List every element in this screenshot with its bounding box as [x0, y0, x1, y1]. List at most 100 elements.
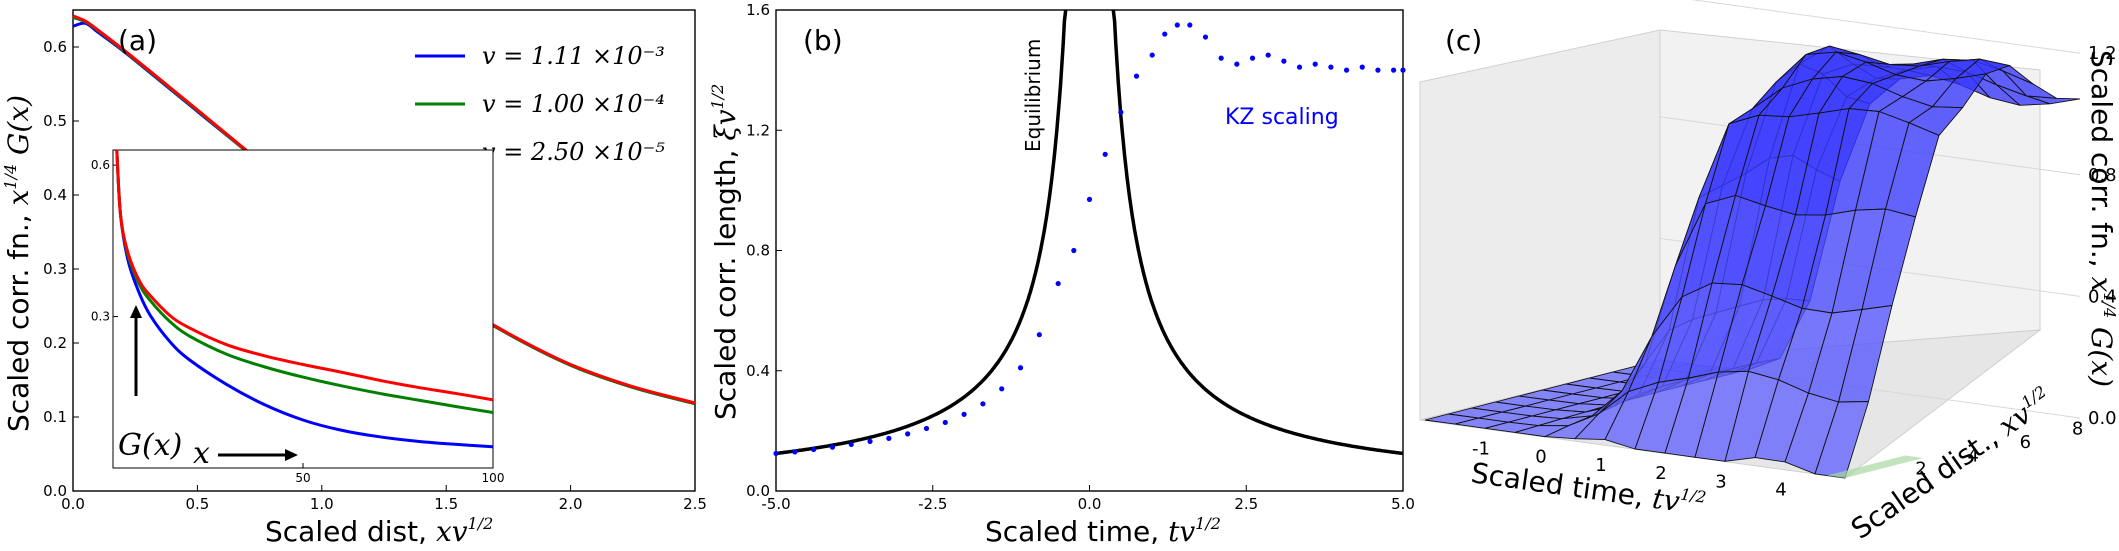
panel-b-frame — [775, 9, 1404, 492]
kz-point — [1055, 280, 1061, 287]
panel-b-xtick-label: 2.5 — [1234, 495, 1258, 513]
kz-point — [905, 431, 911, 437]
panel-a-ticks: 0.0 0.5 1.0 1.5 2.0 2.5 0.0 0.1 0.2 0.3 0.4 0.5 0.6 — [43, 38, 707, 513]
kz-point — [1265, 52, 1271, 58]
panel-b: -5.0 -2.5 0.0 2.5 5.0 0.0 0.4 0.8 1.2 1.6 (b) Equ… — [708, 1, 1415, 548]
kz-point — [1234, 61, 1240, 67]
panel-b-lines — [773, 9, 1406, 457]
kz-point — [1133, 73, 1140, 79]
kz-point — [1296, 64, 1303, 70]
kz-point — [1149, 52, 1155, 58]
panel-a: 0.0 0.5 1.0 1.5 2.0 2.50.00.10.20.30.40.50.6 … — [1, 9, 707, 548]
kz-point — [1017, 365, 1024, 371]
kz-point — [1400, 67, 1406, 73]
equilibrium-curve-right — [1111, 9, 1404, 456]
panel-c-ticks: -1 0 1 2 3 4 2 4 6 80.0 0.4 0.8 1.2 — [1472, 43, 2117, 501]
legend-entry: v = 1.00 ×10⁻⁴ — [482, 90, 665, 118]
kz-point — [1281, 58, 1287, 64]
kz-point — [886, 435, 892, 441]
panel-c-ztick-label: 1.2 — [2088, 43, 2117, 64]
panel-a-tag: (a) — [118, 24, 157, 57]
panel-c-xlabel: Scaled time, tv1/2 — [1469, 455, 1707, 522]
panel-c-ytick-label: 2 — [1915, 459, 1926, 480]
panel-c-surface — [1424, 45, 2081, 479]
inset-frame — [112, 149, 494, 469]
panel-c-ytick-label: 4 — [1967, 445, 1978, 466]
surface-base-strip — [1827, 455, 1924, 478]
kz-point — [1162, 31, 1168, 37]
panel-c-xtick-label: -1 — [1472, 438, 1490, 459]
panel-b-ylabel: Scaled corr. length, ξv1/2 — [708, 84, 742, 420]
kz-point — [999, 386, 1005, 392]
legend-entry: v = 1.11 ×10⁻³ — [482, 42, 665, 70]
panel-b-xtick-label: -2.5 — [918, 495, 947, 513]
panel-b-xtick-label: 5.0 — [1391, 495, 1415, 513]
inset-series-line — [115, 149, 494, 402]
panel-b-tag: (b) — [803, 24, 843, 57]
panel-a-xtick-label: 2.0 — [559, 495, 583, 513]
kz-point — [1102, 151, 1108, 157]
panel-b-ytick-label: 0.4 — [746, 362, 770, 380]
kz-point — [773, 450, 779, 457]
legend-entry: v = 2.50 ×10⁻⁵ — [482, 138, 665, 166]
panel-c-xtick-label: 1 — [1595, 455, 1606, 476]
panel-b-xlabel: Scaled time, tv1/2 — [985, 514, 1221, 548]
kz-point — [961, 411, 967, 417]
inset-ticks: 50 100 0.3 0.6 — [91, 158, 505, 485]
inset-ytick-label: 0.6 — [91, 158, 110, 172]
panel-c-zlabel-math: x1/4 G(x) — [2085, 277, 2119, 387]
panel-a-xtick-label: 2.5 — [683, 495, 707, 513]
kz-point — [1071, 247, 1077, 254]
panel-a-xlabel: Scaled dist, xv1/2 — [265, 514, 493, 548]
panel-c-xtick-label: 4 — [1775, 480, 1786, 501]
equilibrium-curve-left — [775, 9, 1068, 456]
panel-a-ytick-label: 0.0 — [43, 482, 67, 500]
inset-xlabel-arrowhead — [285, 449, 298, 461]
pane-gridline — [1691, 0, 2081, 54]
panel-c-xtick-label: 3 — [1715, 471, 1726, 492]
panel-a-xtick-label: 1.0 — [310, 495, 334, 513]
panel-b-xlabel-text: Scaled time, — [985, 515, 1168, 548]
inset-ylabel: G(x) — [118, 428, 182, 463]
panel-a-xlabel-text: Scaled dist, — [265, 515, 436, 548]
kz-point — [1174, 22, 1180, 28]
kz-point — [1218, 55, 1224, 61]
panel-a-ytick-label: 0.1 — [43, 408, 67, 426]
kz-scaling-annotation: KZ scaling — [1225, 105, 1339, 130]
kz-point — [1312, 61, 1318, 67]
kz-point — [1118, 109, 1124, 115]
inset-xtick-label: 100 — [482, 471, 505, 485]
panel-b-ytick-label: 1.6 — [746, 1, 770, 19]
panel-a-xtick-label: 0.0 — [61, 495, 85, 513]
panel-a-ytick-label: 0.6 — [43, 38, 67, 56]
kz-point — [1202, 34, 1209, 40]
inset-series-line — [115, 149, 494, 449]
kz-point — [811, 446, 817, 453]
panel-b-xlabel-math: tv1/2 — [1168, 514, 1221, 548]
surface-patch — [1814, 401, 1870, 479]
panel-a-ytick-label: 0.5 — [43, 112, 67, 130]
panel-a-ytick-label: 0.4 — [43, 186, 67, 204]
panel-b-xtick-label: -5.0 — [761, 495, 790, 513]
inset-ylabel-arrowhead — [130, 305, 142, 318]
kz-point — [1249, 55, 1256, 61]
kz-point — [923, 425, 930, 432]
panel-c-ztick-label: 0.0 — [2088, 408, 2117, 429]
panel-c-ztick-label: 0.4 — [2088, 286, 2117, 307]
panel-c-ytick-label: 6 — [2020, 432, 2031, 453]
panel-c-ytick-label: 8 — [2072, 419, 2083, 440]
panel-c-tag: (c) — [1445, 24, 1482, 57]
panel-c-zlabel: Scaled corr. fn., x1/4 G(x) — [2085, 50, 2119, 387]
kz-point — [980, 401, 986, 407]
panel-a-xlabel-math: xv1/2 — [436, 514, 493, 548]
inset-xlabel: x — [193, 436, 210, 471]
panel-b-ytick-label: 0.0 — [746, 482, 770, 500]
panel-a-ylabel: Scaled corr. fn., x1/4 G(x) — [1, 95, 35, 432]
panel-b-ytick-label: 0.8 — [746, 242, 770, 260]
panel-b-ytick-label: 1.2 — [746, 121, 770, 139]
kz-point — [1187, 22, 1193, 28]
inset-lines — [115, 149, 494, 449]
kz-point — [1328, 64, 1334, 70]
kz-point — [1086, 196, 1093, 202]
